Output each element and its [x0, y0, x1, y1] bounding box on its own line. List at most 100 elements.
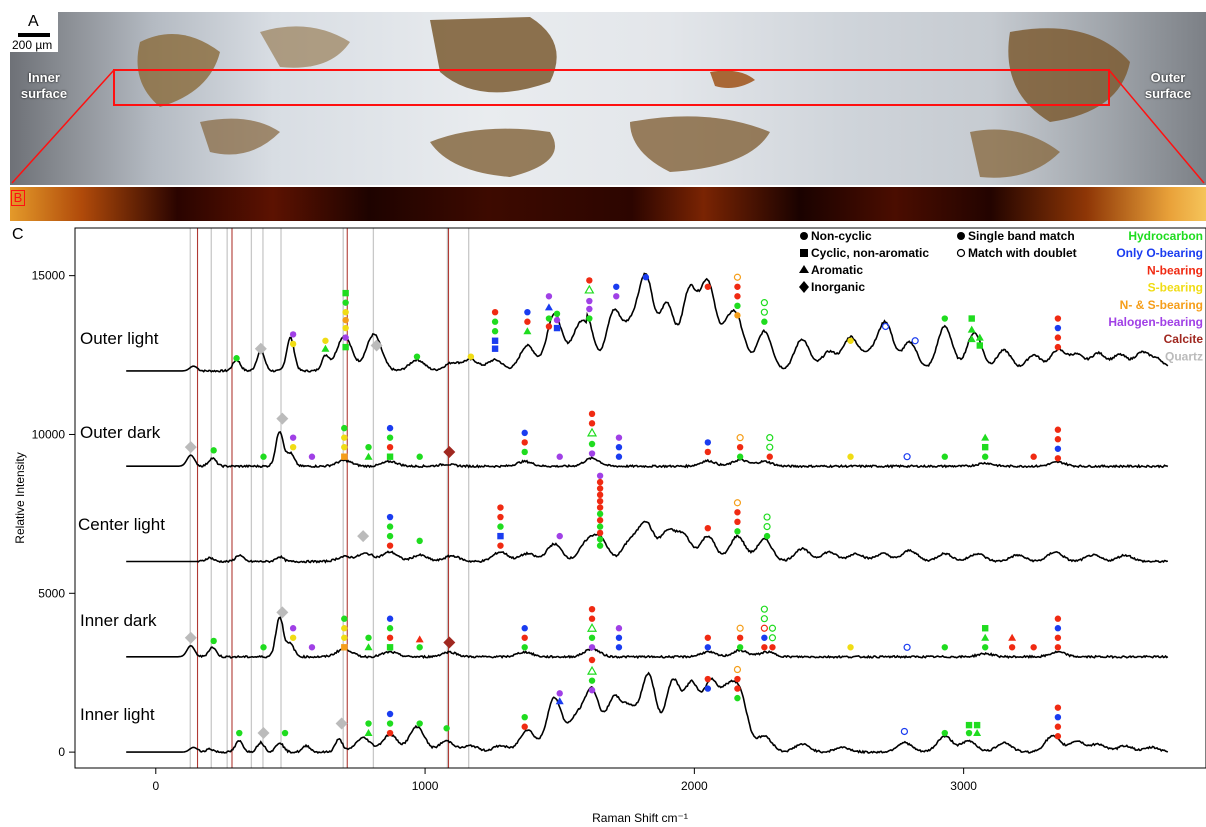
y-tick-label: 0 [58, 745, 65, 759]
marker-non-cyclic [704, 634, 712, 641]
marker-non-cyclic [521, 429, 528, 437]
marker-cyclic [341, 644, 348, 651]
marker-inorganic [254, 342, 267, 355]
marker-non-cyclic [596, 510, 604, 518]
marker-non-cyclic [545, 293, 553, 300]
marker-non-cyclic [341, 443, 348, 451]
marker-doublet [903, 643, 911, 651]
legend-shape-triangle [799, 265, 809, 273]
raman-spectra-chart: 0 1000 2000 3000 0 5000 10000 15000 C Raman Shi… [12, 226, 1206, 825]
marker-non-cyclic [615, 443, 623, 451]
marker-non-cyclic [342, 308, 349, 316]
legend-match-single [957, 232, 965, 240]
marker-non-cyclic [615, 634, 623, 641]
marker-inorganic [335, 717, 348, 730]
marker-aromatic [364, 643, 373, 651]
shell-fragment [430, 128, 555, 177]
marker-non-cyclic [615, 434, 623, 441]
marker-non-cyclic [556, 690, 563, 697]
marker-non-cyclic [588, 605, 596, 613]
marker-non-cyclic [596, 497, 604, 505]
marker-aromatic-doublet [586, 427, 598, 437]
marker-non-cyclic [386, 434, 394, 441]
marker-doublet [763, 522, 771, 531]
marker-non-cyclic [416, 644, 423, 651]
marker-non-cyclic [289, 625, 297, 632]
marker-cyclic [965, 721, 973, 729]
marker-doublet [760, 308, 768, 316]
marker-aromatic [364, 729, 373, 737]
marker-non-cyclic [596, 478, 604, 486]
marker-inorganic [276, 412, 289, 425]
panel-b-letter: B [11, 190, 25, 206]
marker-non-cyclic [588, 410, 596, 418]
marker-non-cyclic [1054, 713, 1062, 721]
marker-non-cyclic [260, 453, 267, 460]
marker-non-cyclic [1054, 455, 1062, 462]
spectrum-line [126, 272, 1169, 373]
marker-doublet [760, 615, 768, 623]
marker-non-cyclic [521, 448, 528, 456]
marker-non-cyclic [596, 536, 604, 543]
marker-doublet [768, 624, 777, 632]
marker-non-cyclic [521, 723, 528, 730]
marker-non-cyclic [365, 720, 372, 727]
marker-doublet [736, 624, 744, 632]
marker-non-cyclic [596, 529, 604, 537]
marker-non-cyclic [308, 453, 316, 460]
marker-cyclic [491, 345, 499, 352]
marker-non-cyclic [1054, 334, 1062, 341]
marker-non-cyclic [588, 450, 596, 457]
marker-doublet [763, 513, 771, 521]
marker-non-cyclic [596, 523, 604, 530]
marker-non-cyclic [1054, 723, 1062, 730]
marker-non-cyclic [704, 283, 712, 290]
marker-non-cyclic [521, 439, 528, 446]
marker-non-cyclic [615, 644, 623, 651]
x-tick-label: 0 [152, 779, 159, 793]
marker-non-cyclic [236, 729, 243, 737]
scale-bar-label: 200 µm [12, 38, 53, 52]
marker-doublet [766, 434, 774, 442]
marker-non-cyclic [1054, 315, 1062, 322]
marker-non-cyclic [734, 283, 741, 290]
marker-doublet [760, 299, 768, 307]
marker-aromatic [967, 335, 976, 343]
marker-non-cyclic [210, 637, 217, 645]
marker-non-cyclic [847, 644, 854, 651]
shell-fragment [200, 118, 280, 155]
legend-match-label: Match with doublet [968, 246, 1077, 260]
y-tick-label: 5000 [38, 586, 65, 600]
shell-fragment [260, 26, 350, 68]
marker-non-cyclic [704, 524, 712, 532]
y-tick-label: 15000 [32, 269, 66, 283]
shell-fragment [970, 129, 1060, 178]
marker-non-cyclic [734, 509, 741, 516]
marker-non-cyclic [734, 675, 741, 683]
legend-class-label: N-bearing [1147, 263, 1203, 277]
marker-non-cyclic [734, 312, 741, 319]
marker-non-cyclic [386, 513, 394, 521]
marker-non-cyclic [588, 634, 596, 641]
marker-non-cyclic [1054, 426, 1062, 433]
marker-non-cyclic [847, 337, 854, 344]
y-tick-label: 10000 [32, 427, 66, 441]
marker-non-cyclic [615, 625, 623, 632]
marker-non-cyclic [289, 340, 297, 348]
shell-fragment [1008, 28, 1130, 122]
marker-non-cyclic [586, 277, 593, 284]
marker-non-cyclic [386, 424, 394, 432]
marker-non-cyclic [704, 448, 712, 456]
marker-non-cyclic [613, 293, 620, 300]
marker-non-cyclic [734, 293, 741, 300]
marker-non-cyclic [386, 523, 394, 530]
marker-doublet [881, 322, 890, 331]
marker-non-cyclic [736, 443, 744, 451]
marker-non-cyclic [260, 644, 267, 651]
marker-non-cyclic [615, 453, 623, 460]
marker-cyclic [968, 315, 975, 322]
marker-non-cyclic [365, 634, 372, 641]
marker-non-cyclic [1054, 704, 1062, 711]
marker-aromatic [555, 697, 564, 705]
marker-cyclic [386, 453, 394, 460]
